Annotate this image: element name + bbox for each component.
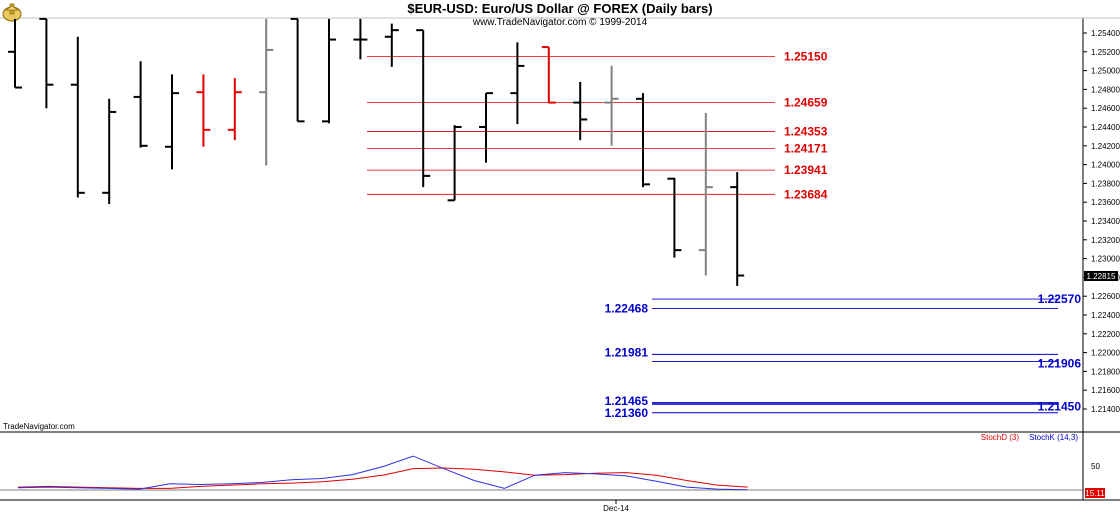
stochd-line: [17, 467, 748, 489]
trade-navigator-logo-icon: [2, 3, 22, 22]
ohlc-bar: [227, 78, 242, 141]
stochd-legend: StochD (3): [981, 433, 1020, 442]
price-axis: 1.25400 1.25200 1.25000 1.24800 1.24600 1.244…: [1083, 29, 1120, 414]
ohlc-bar: [479, 92, 493, 163]
ohlc-bar: [353, 18, 368, 60]
stochk-legend: StochK (14,3): [1029, 433, 1078, 442]
ohlc-bar: [636, 93, 650, 188]
resistance-label: 1.23684: [784, 187, 828, 201]
price-tick-label: 1.23000: [1091, 255, 1120, 264]
price-tick-label: 1.21400: [1091, 405, 1120, 414]
price-tick-label: 1.21600: [1091, 386, 1120, 395]
price-tick-label: 1.25000: [1091, 67, 1120, 76]
ohlc-bar: [8, 18, 22, 89]
support-label: 1.21981: [605, 345, 649, 359]
ohlc-bar: [384, 23, 399, 67]
price-tick-label: 1.23400: [1091, 217, 1120, 226]
price-tick-label: 1.25200: [1091, 48, 1120, 57]
price-tick-label: 1.24000: [1091, 161, 1120, 170]
ohlc-bar: [322, 18, 336, 124]
resistance-label: 1.25150: [784, 50, 828, 64]
stoch-value-box: [1085, 488, 1105, 498]
price-tick-label: 1.23200: [1091, 236, 1120, 245]
watermark-text: TradeNavigator.com: [3, 422, 75, 431]
resistance-label: 1.24659: [784, 96, 828, 110]
chart-title: $EUR-USD: Euro/US Dollar @ FOREX (Daily …: [407, 1, 712, 16]
price-tick-label: 1.24600: [1091, 104, 1120, 113]
ohlc-bar: [416, 29, 431, 188]
ohlc-bars: [8, 17, 745, 286]
ohlc-bar: [667, 177, 682, 258]
ohlc-bar: [730, 172, 745, 286]
support-label: 1.21465: [605, 394, 649, 408]
price-tick-label: 1.21800: [1091, 367, 1120, 376]
stoch-level-50: 50: [1091, 462, 1100, 471]
ohlc-bar: [133, 61, 148, 148]
support-resistance-levels: 1.25150 1.24659 1.24353 1.24171 1.23941 1.236…: [367, 50, 1081, 420]
stochastic-panel: StochD (3) StochK (14,3) 50 15.11: [0, 433, 1105, 498]
support-label: 1.21450: [1038, 399, 1082, 413]
price-tick-label: 1.22600: [1091, 292, 1120, 301]
support-label: 1.21906: [1038, 356, 1082, 370]
date-label: Dec-14: [603, 504, 629, 513]
ohlc-bar: [259, 18, 274, 166]
last-price-label: 1.22815: [1087, 272, 1116, 281]
ohlc-bar: [573, 81, 588, 141]
ohlc-bar: [541, 46, 556, 104]
ohlc-bar: [165, 74, 179, 170]
stoch-value-label: 15.11: [1085, 489, 1105, 498]
copyright-text: www.TradeNavigator.com © 1999-2014: [472, 17, 648, 28]
support-label: 1.22468: [605, 302, 649, 316]
price-tick-label: 1.22400: [1091, 311, 1120, 320]
ohlc-bar: [196, 74, 211, 147]
price-tick-label: 1.24800: [1091, 85, 1120, 94]
price-tick-label: 1.23800: [1091, 179, 1120, 188]
resistance-label: 1.24353: [784, 124, 828, 138]
price-tick-label: 1.22000: [1091, 349, 1120, 358]
last-price-tag: 1.22815: [1084, 270, 1118, 281]
ohlc-bar: [698, 112, 713, 276]
stochk-line: [17, 455, 748, 491]
ohlc-bar: [604, 65, 619, 146]
ohlc-bar: [510, 42, 525, 125]
ohlc-bar: [70, 36, 85, 198]
support-label: 1.22570: [1038, 292, 1082, 306]
price-tick-label: 1.23600: [1091, 198, 1120, 207]
support-label: 1.21360: [605, 406, 649, 420]
price-tick-label: 1.24400: [1091, 123, 1120, 132]
ohlc-bar: [290, 17, 305, 123]
price-tick-label: 1.24200: [1091, 142, 1120, 151]
price-tick-label: 1.22200: [1091, 330, 1120, 339]
ohlc-bar: [447, 125, 462, 202]
ohlc-bar: [102, 98, 117, 205]
resistance-label: 1.24171: [784, 142, 828, 156]
resistance-label: 1.23941: [784, 163, 828, 177]
price-tick-label: 1.25400: [1091, 29, 1120, 38]
ohlc-bar: [39, 17, 54, 109]
